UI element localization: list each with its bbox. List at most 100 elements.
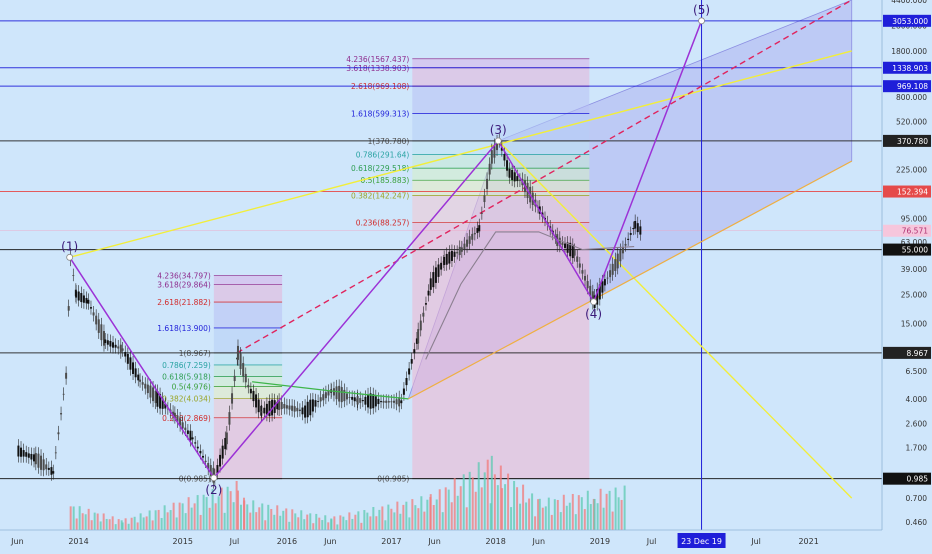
candle-body	[353, 397, 356, 402]
wave-label: (1)	[61, 239, 78, 253]
candle-body	[276, 401, 279, 410]
candle-body	[359, 398, 362, 403]
volume-bar	[402, 504, 405, 530]
candle-body	[589, 285, 592, 297]
candle-body	[443, 256, 446, 266]
price-badge	[883, 472, 931, 485]
fib-small-level-label: 0.236(2.869)	[162, 414, 211, 423]
candle-body	[204, 460, 207, 462]
candle-body	[102, 331, 105, 346]
fib-small-level-label: 3.618(29.864)	[157, 280, 211, 289]
volume-bar	[456, 495, 459, 530]
volume-bar	[339, 515, 342, 530]
price-badge-label: 55.000	[902, 246, 928, 255]
price-badge-label: 152.394	[897, 188, 928, 197]
price-badge	[883, 243, 931, 256]
candle-body	[348, 397, 351, 398]
candle-body	[621, 247, 624, 254]
fib-large-level-label: 0.382(142.247)	[351, 191, 409, 200]
candle-body	[106, 340, 109, 345]
volume-bar	[414, 505, 417, 530]
candle-body	[189, 430, 192, 441]
volume-bar	[136, 522, 139, 530]
candle-body	[298, 409, 301, 411]
y-tick-label: 1.700	[906, 444, 928, 453]
candle-body	[97, 319, 100, 333]
candle-body	[179, 418, 182, 426]
candle-body	[639, 226, 642, 235]
candle-body	[154, 390, 157, 404]
price-badge-label: 8.967	[907, 349, 929, 358]
candle-body	[634, 221, 637, 229]
fib-large-level-label: 4.236(1567.437)	[346, 55, 409, 64]
price-badge	[883, 80, 931, 93]
volume-bar	[96, 513, 99, 530]
candle-body	[609, 270, 612, 278]
volume-bar	[405, 501, 408, 530]
ma-green-line	[252, 381, 409, 400]
x-tick-label: Jul	[750, 537, 761, 546]
volume-bar	[148, 510, 151, 530]
candle-body	[437, 264, 440, 277]
fib-small-level-label: 0.382(4.034)	[162, 394, 211, 403]
y-tick-label: 0.700	[906, 494, 928, 503]
candle-body	[45, 464, 48, 470]
candle-body	[493, 144, 496, 158]
candle-body	[20, 447, 23, 457]
y-tick-label: 1800.000	[891, 47, 927, 56]
candle-body	[490, 150, 493, 164]
candle-body	[369, 393, 372, 409]
volume-bar	[611, 511, 614, 530]
candle-body	[456, 251, 459, 254]
candle-body	[636, 223, 639, 233]
candle-body	[429, 278, 432, 290]
volume-bar	[303, 519, 306, 530]
candle-body	[364, 396, 367, 405]
candle-body	[233, 375, 236, 382]
candle-body	[60, 413, 63, 415]
candle-body	[164, 403, 167, 409]
volume-bar	[93, 512, 96, 530]
volume-bar	[184, 513, 187, 530]
candle-body	[152, 387, 155, 402]
volume-bar	[490, 455, 493, 530]
volume-bar	[559, 512, 562, 530]
volume-bar	[99, 521, 102, 530]
candle-body	[564, 243, 567, 248]
candle-body	[280, 402, 283, 410]
candle-body	[367, 394, 370, 408]
candle-body	[511, 169, 514, 181]
wave-point	[494, 137, 502, 145]
candle-body	[619, 249, 622, 262]
volume-bar	[477, 462, 480, 530]
volume-bar	[169, 510, 172, 530]
volume-bar	[471, 477, 474, 530]
candle-body	[75, 291, 78, 298]
candle-body	[260, 405, 263, 416]
candle-body	[283, 404, 286, 409]
volume-bar	[249, 512, 252, 530]
candle-body	[249, 388, 252, 394]
y-tick-label: 63.000	[901, 238, 927, 247]
volume-bar	[556, 499, 559, 530]
volume-bar	[444, 487, 447, 530]
volume-bar	[72, 506, 75, 530]
trend-line-yellow	[69, 50, 852, 259]
volume-bar	[172, 502, 175, 530]
volume-bar	[614, 487, 617, 530]
volume-bar	[531, 493, 534, 530]
volume-bar	[69, 506, 72, 530]
candle-body	[224, 437, 227, 450]
candle-body	[114, 344, 117, 348]
volume-bar	[255, 512, 258, 530]
volume-bar	[605, 493, 608, 530]
volume-bar	[565, 505, 568, 530]
wave-point	[210, 474, 218, 482]
volume-bar	[528, 498, 531, 530]
candle-body	[100, 324, 103, 341]
volume-bar	[617, 497, 620, 530]
volume-bar	[474, 491, 477, 530]
candle-body	[17, 445, 20, 457]
wave-label: (4)	[585, 307, 602, 321]
